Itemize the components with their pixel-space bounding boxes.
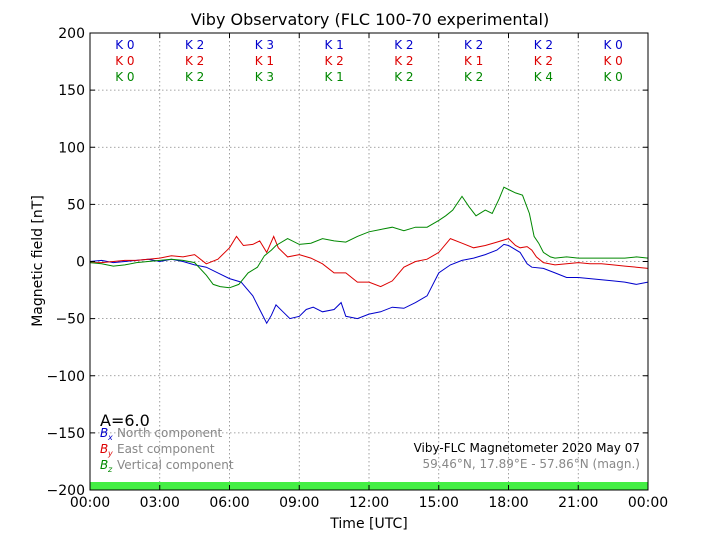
k-index-value: K 2 <box>464 70 483 84</box>
annotation-coordinates: 59.46°N, 17.89°E - 57.86°N (magn.) <box>423 457 640 471</box>
legend-subscript: z <box>107 465 113 474</box>
legend-label: North component <box>117 426 223 440</box>
x-tick-label: 15:00 <box>419 495 459 511</box>
k-index-value: K 2 <box>324 54 343 68</box>
x-tick-label: 03:00 <box>140 495 180 511</box>
y-tick-label: −150 <box>47 426 85 442</box>
k-index-value: K 0 <box>115 70 134 84</box>
k-index-value: K 2 <box>534 54 553 68</box>
k-index-value: K 2 <box>185 54 204 68</box>
k-index-table: K 0 K 2 K 3 K 1 K 2 K 2 K 2 K 0 K 0 K 2 K 1 K 2 K 2 K… <box>115 38 623 84</box>
x-tick-label: 21:00 <box>558 495 598 511</box>
legend-symbol: B <box>100 458 108 472</box>
x-tick-label: 12:00 <box>349 495 389 511</box>
series-group <box>89 186 649 325</box>
k-index-value: K 2 <box>185 70 204 84</box>
x-tick-label: 09:00 <box>279 495 319 511</box>
x-axis-label: Time [UTC] <box>329 516 407 532</box>
x-tick-label: 00:00 <box>628 495 668 511</box>
y-tick-label: −100 <box>47 369 85 385</box>
x-tick-label: 00:00 <box>70 495 110 511</box>
k-index-value: K 1 <box>324 70 343 84</box>
k-index-value: K 0 <box>603 70 622 84</box>
k-index-value: K 2 <box>394 54 413 68</box>
y-tick-label: 50 <box>67 197 85 213</box>
k-index-value: K 0 <box>115 38 134 52</box>
x-tick-label: 06:00 <box>209 495 249 511</box>
y-tick-label: 150 <box>58 83 85 99</box>
y-tick-label: −200 <box>47 483 85 499</box>
legend-label: East component <box>117 442 215 456</box>
y-axis-label: Magnetic field [nT] <box>30 195 46 327</box>
grid <box>90 33 648 490</box>
k-index-value: K 2 <box>185 38 204 52</box>
annotation-station: Viby-FLC Magnetometer 2020 May 07 <box>414 441 640 455</box>
x-tick-label: 18:00 <box>488 495 528 511</box>
k-index-value: K 2 <box>534 38 553 52</box>
ticks-group: 00:00 03:00 06:00 09:00 12:00 15:00 18:00 21:00… <box>47 26 669 511</box>
a-index-label: A=6.0 <box>100 411 150 430</box>
series-line-vertical <box>89 186 649 289</box>
chart-title: Viby Observatory (FLC 100-70 experimenta… <box>191 10 550 29</box>
y-tick-label: 200 <box>58 26 85 42</box>
legend-subscript: y <box>107 449 113 458</box>
k-index-value: K 0 <box>603 38 622 52</box>
k-index-value: K 3 <box>255 38 274 52</box>
series-line-east <box>90 235 649 288</box>
k-index-value: K 2 <box>394 38 413 52</box>
k-index-value: K 1 <box>324 38 343 52</box>
legend-subscript: x <box>107 433 113 442</box>
k-index-value: K 1 <box>255 54 274 68</box>
legend-symbol: B <box>100 442 108 456</box>
k-index-value: K 2 <box>464 38 483 52</box>
y-tick-label: −50 <box>55 312 85 328</box>
y-tick-label: 0 <box>76 255 85 271</box>
k-index-value: K 3 <box>255 70 274 84</box>
k-index-value: K 4 <box>534 70 553 84</box>
k-index-value: K 2 <box>394 70 413 84</box>
y-tick-label: 100 <box>58 140 85 156</box>
k-index-value: K 0 <box>115 54 134 68</box>
legend-label: Vertical component <box>117 458 234 472</box>
k-index-value: K 0 <box>603 54 622 68</box>
k-index-value: K 1 <box>464 54 483 68</box>
legend-symbol: B <box>100 426 108 440</box>
